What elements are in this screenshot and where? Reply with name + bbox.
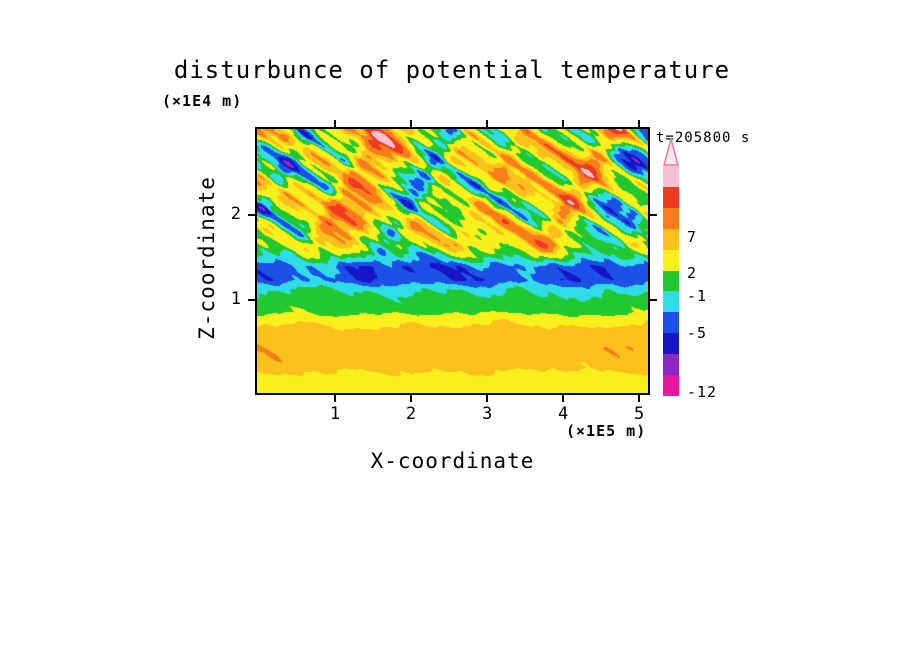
x-tick-mark-top [333, 120, 336, 127]
timestamp-label: t=205800 s [656, 130, 751, 146]
colorbar-arrow-tip [663, 136, 679, 170]
x-tick-mark-bottom [562, 395, 565, 402]
colorbar-segment [663, 270, 679, 292]
x-tick-mark-bottom [638, 395, 641, 402]
y-axis-unit-label: (×1E4 m) [162, 92, 243, 110]
x-axis-title: X-coordinate [370, 449, 535, 473]
x-tick-mark-top [486, 120, 489, 127]
x-tick-mark-bottom [486, 395, 489, 402]
colorbar-tick-label: -5 [687, 324, 708, 342]
colorbar-segment [663, 333, 679, 355]
x-tick-mark-top [562, 120, 565, 127]
y-tick-label: 2 [230, 203, 241, 224]
plot-area [255, 127, 650, 395]
colorbar-segment [663, 186, 679, 208]
y-tick-mark-right [650, 299, 657, 302]
colorbar-tick-label: -12 [687, 383, 718, 401]
heatmap-canvas [257, 129, 648, 393]
x-tick-label: 2 [405, 404, 417, 424]
colorbar-segment [663, 354, 679, 376]
x-tick-mark-bottom [333, 395, 336, 402]
colorbar-tick-label: 7 [687, 228, 698, 246]
y-tick-mark-right [650, 213, 657, 216]
x-tick-label: 4 [557, 404, 569, 424]
x-tick-mark-bottom [410, 395, 413, 402]
x-tick-label: 3 [481, 404, 493, 424]
x-tick-mark-top [410, 120, 413, 127]
colorbar-segment [663, 249, 679, 271]
y-tick-mark-left [248, 299, 255, 302]
colorbar-segment [663, 312, 679, 334]
x-tick-label: 5 [634, 404, 645, 424]
y-tick-label: 1 [230, 289, 241, 310]
colorbar-segment [663, 291, 679, 313]
colorbar-tick-label: 2 [687, 264, 698, 282]
y-tick-mark-left [248, 213, 255, 216]
y-axis-title: Z-coordinate [195, 176, 219, 340]
x-tick-mark-top [638, 120, 641, 127]
chart-title: disturbunce of potential temperature [173, 56, 731, 84]
x-axis-unit-label: (×1E5 m) [566, 422, 647, 440]
colorbar-segment [663, 375, 679, 396]
x-tick-label: 1 [329, 404, 341, 424]
colorbar-tick-label: -1 [687, 287, 708, 305]
colorbar-segment [663, 166, 679, 187]
colorbar-segment [663, 228, 679, 250]
colorbar [663, 166, 679, 396]
colorbar-segment [663, 207, 679, 229]
